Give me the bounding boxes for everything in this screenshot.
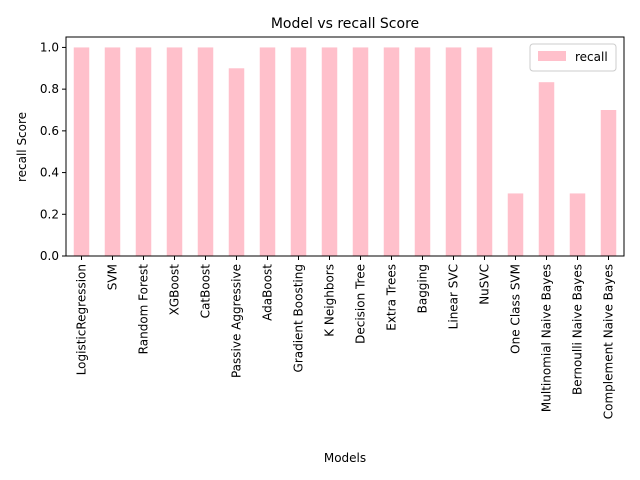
- bar: [476, 47, 493, 256]
- legend: recall: [529, 43, 617, 72]
- y-tick-label: 0.2: [40, 207, 59, 221]
- y-axis-title: recall Score: [15, 112, 29, 182]
- x-tick-label: Random Forest: [137, 264, 151, 355]
- bar: [104, 47, 121, 256]
- x-tick-label: AdaBoost: [261, 264, 275, 321]
- x-axis-title: Models: [324, 451, 366, 465]
- bar: [538, 82, 555, 257]
- legend-swatch: [538, 51, 566, 61]
- plot-frame: [65, 36, 625, 257]
- bar: [166, 47, 183, 256]
- y-tick-label: 1.0: [40, 40, 59, 54]
- bar: [228, 68, 245, 257]
- bar: [445, 47, 462, 256]
- bar: [569, 193, 586, 256]
- y-tick-label: 0.4: [40, 166, 59, 180]
- x-axis: LogisticRegression SVM Random Forest XGBoos…: [75, 256, 616, 419]
- x-tick-label: Bernoulli Naive Bayes: [571, 264, 585, 395]
- bar: [73, 47, 90, 256]
- x-tick-label: SVM: [106, 264, 120, 290]
- legend-box: [529, 43, 617, 72]
- x-tick-label: Multinomial Naive Bayes: [540, 264, 554, 412]
- y-tick-label: 0.6: [40, 124, 59, 138]
- x-tick-label: Passive Aggressive: [230, 264, 244, 378]
- bar: [600, 110, 617, 256]
- y-tick-label: 0.0: [40, 249, 59, 263]
- bar: [383, 47, 400, 256]
- legend-label: recall: [575, 50, 608, 64]
- x-tick-label: Decision Tree: [354, 264, 368, 344]
- bar: [414, 47, 431, 256]
- bar: [507, 193, 524, 256]
- x-tick-label: K Neighbors: [323, 264, 337, 337]
- x-tick-label: Linear SVC: [447, 264, 461, 329]
- x-tick-label: One Class SVM: [509, 264, 523, 354]
- bar: [197, 47, 214, 256]
- y-tick-label: 0.8: [40, 82, 59, 96]
- x-tick-label: Bagging: [416, 264, 430, 313]
- bar: [352, 47, 369, 256]
- x-tick-label: XGBoost: [168, 264, 182, 316]
- x-tick-label: LogisticRegression: [75, 264, 89, 375]
- bar: [135, 47, 152, 256]
- bars-group: [73, 47, 617, 257]
- bar: [290, 47, 307, 256]
- x-tick-label: CatBoost: [199, 264, 213, 319]
- bar: [321, 47, 338, 256]
- bar: [259, 47, 276, 256]
- x-tick-label: Extra Trees: [385, 264, 399, 331]
- x-tick-label: Gradient Boosting: [292, 264, 306, 372]
- y-axis: 0.0 0.2 0.4 0.6 0.8 1.0: [40, 40, 66, 263]
- chart-title: Model vs recall Score: [271, 16, 419, 32]
- x-tick-label: Complement Naive Bayes: [602, 264, 616, 419]
- x-tick-label: NuSVC: [478, 264, 492, 305]
